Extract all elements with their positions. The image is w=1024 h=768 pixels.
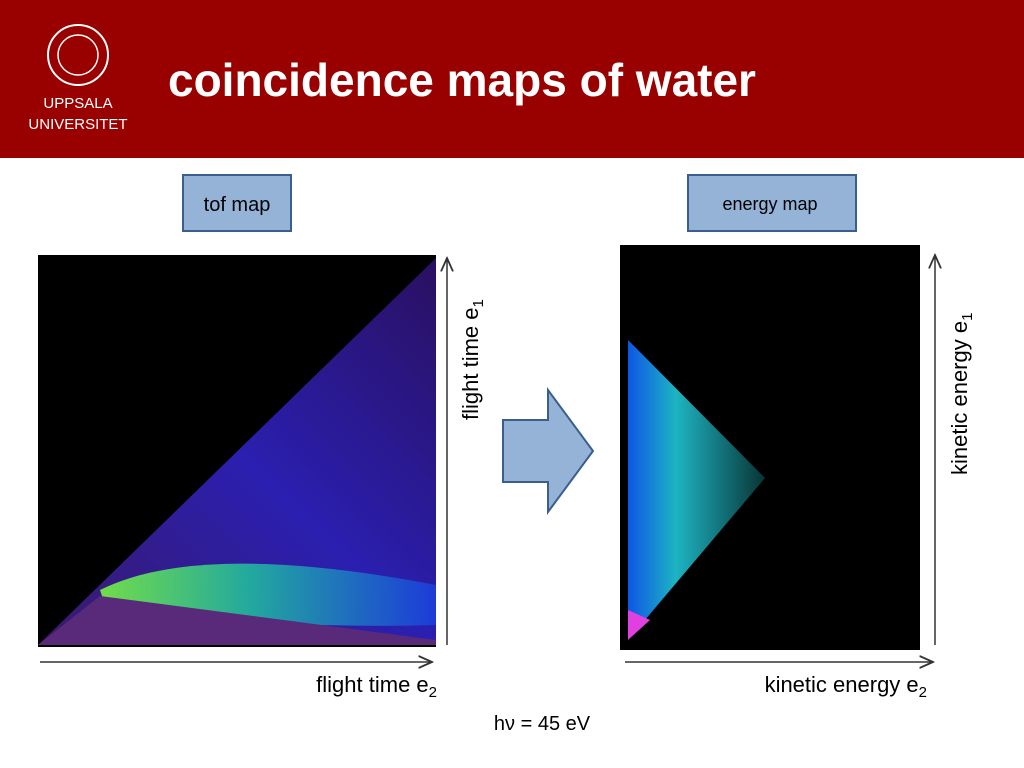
label-box [182, 174, 292, 232]
footnote: hν = 45 eV [494, 713, 591, 735]
transform-arrow [502, 386, 595, 516]
slide-title: coincidence maps of water [168, 54, 756, 106]
label-box [687, 174, 857, 232]
panel-label: tof map [204, 194, 271, 216]
axis-label-sub: 1 [470, 299, 487, 307]
logo-text: UPPSALA [43, 95, 112, 112]
tof-edge [38, 596, 436, 645]
energy-hot [628, 610, 650, 640]
axis-label: flight time e1 [458, 299, 487, 420]
panel-label: energy map [722, 194, 817, 214]
axis-label: flight time e2 [316, 672, 437, 701]
axis-label-text: kinetic energy e [765, 672, 919, 697]
tof-signal [38, 258, 436, 645]
logo-seal-inner [57, 34, 99, 76]
axis-label-text: flight time e [458, 308, 483, 421]
axis-label: kinetic energy e2 [765, 672, 927, 701]
axis-label-sub: 1 [959, 313, 976, 321]
header-bar [0, 0, 1024, 158]
logo-text: UNIVERSITET [28, 116, 127, 133]
energy-signal [628, 340, 765, 640]
axis-label-text: flight time e [316, 672, 429, 697]
axis-label-sub: 2 [429, 684, 437, 701]
axis-label: kinetic energy e1 [947, 313, 976, 475]
logo-seal [47, 24, 109, 86]
axis-label-sub: 2 [919, 684, 927, 701]
axis-label-text: kinetic energy e [947, 321, 972, 475]
